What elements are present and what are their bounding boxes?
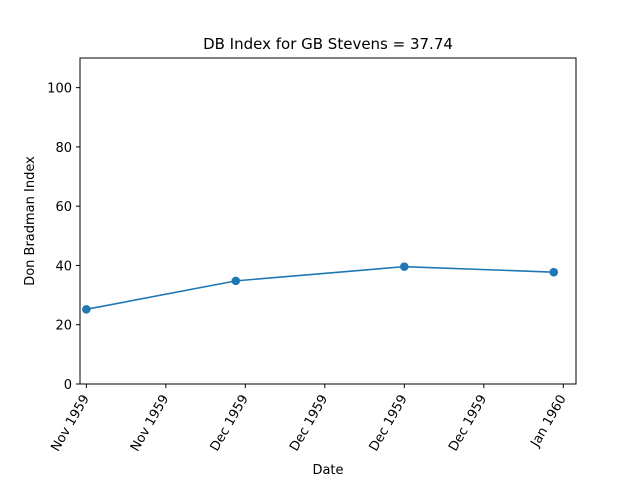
y-tick-label: 60: [55, 200, 72, 215]
x-axis-title: Date: [312, 463, 343, 478]
x-tick-label: Dec 1959: [287, 393, 331, 455]
series-layer: [82, 262, 559, 314]
x-axis: Nov 1959 Nov 1959 Dec 1959 Dec 1959 Dec 1959…: [49, 384, 570, 454]
y-tick-label: 0: [64, 378, 72, 393]
data-point: [231, 276, 241, 286]
plot-area: [80, 58, 576, 384]
series-line: [86, 265, 554, 311]
data-point: [400, 262, 409, 271]
x-tick-label: Nov 1959: [49, 393, 93, 455]
x-tick-label: Dec 1959: [208, 393, 252, 455]
data-point: [549, 267, 559, 277]
plot-frame: [79, 57, 577, 385]
chart-title: DB Index for GB Stevens = 37.74: [203, 35, 453, 53]
x-tick-label: Dec 1959: [446, 393, 490, 455]
y-axis-title: Don Bradman Index: [23, 156, 38, 286]
y-tick-label: 40: [55, 259, 72, 274]
y-tick-label: 20: [55, 319, 72, 334]
x-tick-label: Jan 1960: [528, 393, 570, 451]
data-point: [82, 305, 91, 314]
y-tick-label: 80: [55, 141, 72, 156]
y-axis: 0 20 40 60 80 100: [47, 82, 80, 393]
y-tick-label: 100: [47, 82, 72, 97]
x-tick-label: Dec 1959: [367, 393, 411, 455]
x-tick-label: Nov 1959: [128, 393, 172, 455]
